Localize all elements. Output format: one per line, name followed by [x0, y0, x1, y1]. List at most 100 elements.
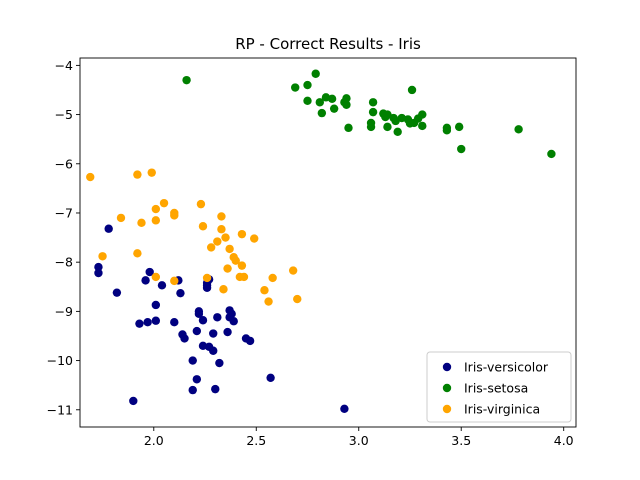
point-iris-versicolor-35 — [223, 327, 232, 337]
y-tick-label: −7 — [55, 205, 73, 220]
point-iris-setosa-0 — [182, 75, 191, 85]
point-iris-setosa-16 — [368, 107, 378, 117]
legend-marker-iris-virginica — [442, 404, 452, 414]
point-iris-versicolor-7 — [143, 318, 152, 327]
point-iris-setosa-37 — [514, 125, 523, 134]
legend-box — [426, 351, 572, 423]
point-iris-versicolor-20 — [192, 326, 202, 336]
point-iris-virginica-9 — [151, 272, 161, 282]
point-iris-versicolor-22 — [194, 307, 204, 316]
point-iris-versicolor-1 — [94, 268, 103, 278]
point-iris-versicolor-3 — [112, 288, 122, 297]
point-iris-setosa-28 — [407, 85, 417, 95]
point-iris-setosa-17 — [368, 98, 378, 107]
x-tick-label: 2.5 — [246, 433, 266, 448]
point-iris-virginica-31 — [250, 234, 259, 243]
point-iris-setosa-6 — [317, 108, 327, 118]
x-axis: 2.0 2.5 3.0 3.5 4.0 — [144, 427, 574, 448]
point-iris-versicolor-38 — [227, 309, 236, 319]
point-iris-setosa-8 — [327, 94, 337, 104]
point-iris-versicolor-32 — [211, 384, 220, 394]
point-iris-versicolor-9 — [151, 316, 161, 325]
y-tick-label: −10 — [47, 353, 73, 368]
point-iris-virginica-1 — [98, 252, 107, 261]
point-iris-virginica-14 — [196, 199, 206, 209]
point-iris-virginica-36 — [293, 294, 302, 304]
point-iris-versicolor-5 — [135, 319, 144, 328]
point-iris-setosa-15 — [366, 118, 376, 128]
point-iris-virginica-3 — [133, 170, 142, 179]
point-iris-virginica-23 — [223, 264, 232, 273]
chart-title: RP - Correct Results - Iris — [235, 35, 421, 53]
legend-marker-iris-versicolor — [442, 362, 452, 372]
y-tick-label: −6 — [55, 156, 73, 171]
point-iris-virginica-18 — [213, 237, 222, 246]
point-iris-versicolor-11 — [157, 281, 167, 290]
point-iris-virginica-34 — [268, 273, 277, 283]
points-layer — [86, 69, 556, 413]
point-iris-virginica-15 — [198, 222, 208, 231]
y-tick-label: −5 — [55, 107, 73, 122]
point-iris-virginica-28 — [237, 229, 247, 239]
legend-label-iris-virginica: Iris-virginica — [464, 402, 540, 417]
y-tick-label: −9 — [55, 304, 73, 319]
point-iris-setosa-3 — [303, 96, 312, 106]
y-axis: −4 −5 −6 −7 −8 −9 −10 −11 — [47, 58, 80, 417]
point-iris-versicolor-42 — [266, 373, 275, 382]
point-iris-setosa-34 — [442, 126, 452, 135]
point-iris-setosa-13 — [344, 123, 353, 133]
point-iris-virginica-13 — [170, 276, 179, 286]
point-iris-versicolor-19 — [192, 375, 202, 384]
legend-label-iris-versicolor: Iris-versicolor — [464, 360, 549, 375]
point-iris-versicolor-14 — [176, 288, 185, 298]
x-tick-label: 3.0 — [349, 433, 369, 448]
point-iris-virginica-21 — [219, 285, 228, 294]
point-iris-virginica-12 — [170, 211, 179, 220]
point-iris-setosa-5 — [315, 98, 324, 107]
point-iris-setosa-32 — [418, 121, 427, 131]
point-iris-setosa-31 — [418, 110, 427, 119]
legend-marker-iris-setosa — [442, 383, 452, 393]
point-iris-versicolor-43 — [340, 404, 349, 413]
point-iris-virginica-2 — [116, 213, 126, 223]
point-iris-versicolor-41 — [245, 336, 255, 346]
point-iris-virginica-5 — [137, 218, 146, 228]
x-tick-label: 3.5 — [451, 433, 471, 448]
point-iris-virginica-30 — [239, 272, 249, 282]
point-iris-versicolor-10 — [151, 300, 161, 310]
point-iris-virginica-22 — [221, 233, 230, 242]
point-iris-setosa-4 — [311, 69, 320, 78]
point-iris-versicolor-16 — [180, 334, 189, 343]
point-iris-versicolor-4 — [129, 396, 138, 406]
y-tick-label: −4 — [55, 58, 73, 73]
point-iris-versicolor-12 — [170, 318, 179, 327]
point-iris-setosa-1 — [291, 83, 300, 92]
point-iris-versicolor-34 — [215, 358, 224, 368]
point-iris-virginica-8 — [151, 216, 161, 225]
point-iris-virginica-29 — [237, 261, 247, 270]
point-iris-virginica-20 — [217, 225, 226, 234]
point-iris-versicolor-39 — [229, 317, 238, 326]
point-iris-virginica-33 — [264, 297, 273, 306]
x-tick-label: 2.0 — [144, 433, 164, 448]
point-iris-setosa-24 — [393, 127, 402, 136]
y-tick-label: −11 — [47, 402, 73, 417]
point-iris-virginica-17 — [206, 243, 216, 252]
plot-frame — [79, 57, 577, 428]
point-iris-setosa-35 — [454, 122, 464, 132]
point-iris-versicolor-24 — [198, 316, 208, 325]
legend-label-iris-setosa: Iris-setosa — [464, 381, 528, 396]
legend: Iris-versicolor Iris-setosa Iris-virginica — [426, 351, 572, 423]
y-tick-label: −8 — [55, 255, 73, 270]
point-iris-virginica-16 — [202, 273, 212, 283]
point-iris-virginica-0 — [86, 172, 95, 182]
point-iris-setosa-2 — [303, 80, 312, 90]
point-iris-virginica-26 — [231, 256, 240, 265]
point-iris-virginica-4 — [133, 249, 142, 258]
point-iris-virginica-35 — [288, 266, 298, 275]
point-iris-setosa-12 — [342, 94, 351, 103]
point-iris-versicolor-33 — [213, 313, 222, 322]
point-iris-versicolor-8 — [145, 267, 154, 277]
point-iris-versicolor-30 — [209, 329, 218, 338]
